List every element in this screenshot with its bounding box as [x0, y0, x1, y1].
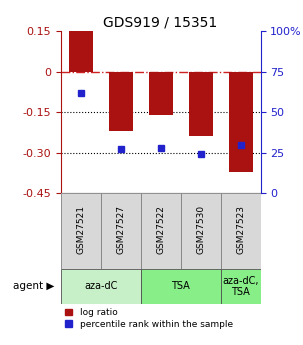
Legend: log ratio, percentile rank within the sample: log ratio, percentile rank within the sa… [65, 308, 233, 329]
Bar [188, 71, 213, 136]
Text: aza-dC: aza-dC [84, 282, 117, 291]
Text: GSM27527: GSM27527 [116, 205, 125, 254]
Text: TSA: TSA [171, 282, 190, 291]
Text: GSM27523: GSM27523 [236, 205, 245, 254]
Title: GDS919 / 15351: GDS919 / 15351 [103, 16, 218, 30]
Bar [181, 193, 221, 269]
Bar [221, 193, 261, 269]
Bar [148, 71, 173, 115]
Bar [141, 193, 181, 269]
Text: agent ▶: agent ▶ [13, 282, 55, 291]
Bar [228, 71, 253, 171]
Bar [101, 193, 141, 269]
Text: GSM27521: GSM27521 [76, 205, 85, 254]
Bar [61, 193, 101, 269]
Text: aza-dC,
TSA: aza-dC, TSA [222, 276, 259, 297]
Text: GSM27530: GSM27530 [196, 205, 205, 254]
Bar [221, 269, 261, 304]
Bar [61, 269, 141, 304]
Bar [141, 269, 221, 304]
Text: GSM27522: GSM27522 [156, 205, 165, 254]
Bar [108, 71, 133, 131]
Bar [68, 31, 93, 71]
